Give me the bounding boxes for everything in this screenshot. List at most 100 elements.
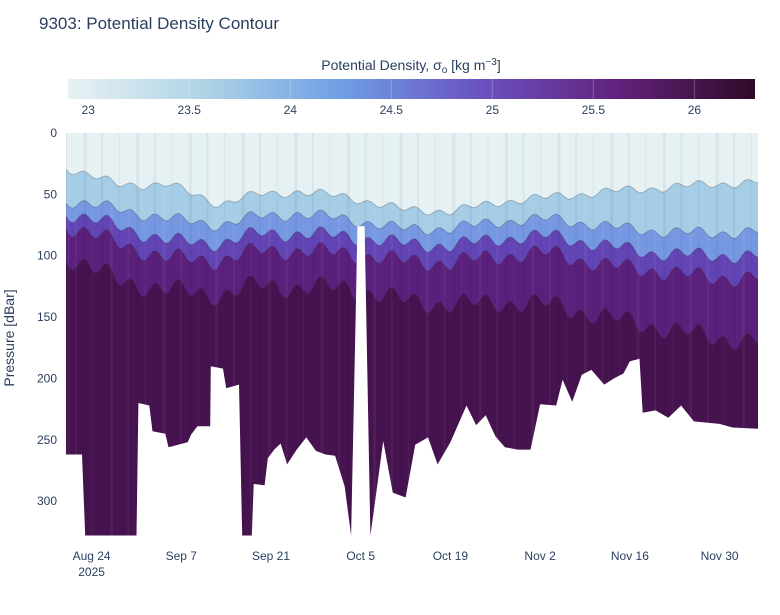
profile-streak <box>698 133 699 538</box>
profile-streak <box>118 133 120 538</box>
x-tick-year-label: 2025 <box>78 565 105 579</box>
no-data-mask <box>66 226 759 540</box>
density-band <box>66 227 758 351</box>
profile-streak <box>145 133 146 538</box>
profile-streak <box>276 133 278 538</box>
x-axis-ticks: Aug 24 2025 Sep 7 Sep 21 Oct 5 Oct 19 Nov 2 Nov… <box>73 549 739 579</box>
y-tick-label: 150 <box>37 310 57 324</box>
density-band <box>66 169 758 239</box>
isopycnal-line <box>65 213 759 265</box>
profile-streak <box>171 133 173 538</box>
colorbar-tick-label: 23.5 <box>178 103 202 117</box>
y-tick-label: 100 <box>37 249 57 263</box>
profile-streak <box>689 133 693 538</box>
profile-streak <box>715 133 719 538</box>
colorbar-tick-label: 25 <box>486 103 500 117</box>
profile-streak <box>338 133 341 538</box>
x-tick-label: Oct 5 <box>346 549 375 563</box>
colorbar-tick-label: 23 <box>82 103 96 117</box>
profile-streak <box>346 133 350 538</box>
colorbar-tick-label: 24 <box>284 103 298 117</box>
x-tick-label: Nov 16 <box>611 549 649 563</box>
profile-streak <box>294 133 298 538</box>
profile-streak <box>285 133 288 538</box>
profile-streak <box>724 133 726 538</box>
profile-streak <box>303 133 304 538</box>
x-tick-label: Nov 30 <box>701 549 739 563</box>
profile-streak <box>215 133 219 538</box>
colorbar-title: Potential Density, σo [kg m−3] <box>321 57 500 76</box>
y-axis-ticks: 0 50 100 150 200 250 300 <box>37 126 57 508</box>
profile-streak <box>619 133 620 538</box>
y-tick-label: 50 <box>44 187 58 201</box>
profile-streak <box>74 133 77 538</box>
contour-lines <box>65 169 759 351</box>
profile-streak <box>259 133 262 538</box>
profile-streak <box>522 133 525 538</box>
profile-streak <box>496 133 499 538</box>
profile-streak <box>373 133 377 538</box>
profile-streak <box>575 133 578 538</box>
colorbar-ticks: 23 23.5 24 24.5 25 25.5 26 <box>82 79 702 117</box>
profile-streak <box>101 133 104 538</box>
profile-streak <box>224 133 225 538</box>
profile-streak <box>461 133 462 538</box>
profile-streak <box>627 133 630 538</box>
y-tick-label: 0 <box>50 126 57 140</box>
profile-streak <box>531 133 535 538</box>
profile-streak <box>636 133 640 538</box>
profile-streak <box>478 133 482 538</box>
y-tick-label: 300 <box>37 494 57 508</box>
profile-streak <box>662 133 666 538</box>
profile-streak <box>109 133 113 538</box>
profile-streak <box>320 133 324 538</box>
density-band <box>66 200 758 264</box>
profile-streak <box>733 133 736 538</box>
profile-streak <box>241 133 245 538</box>
chart-title: 9303: Potential Density Contour <box>39 14 279 33</box>
y-tick-label: 200 <box>37 372 57 386</box>
profile-streak <box>67 133 70 538</box>
profile-streak <box>83 133 87 538</box>
profile-streak <box>750 133 752 538</box>
profile-streak <box>250 133 252 538</box>
profile-streak <box>399 133 403 538</box>
colorbar-tick-label: 24.5 <box>380 103 404 117</box>
density-band <box>66 214 758 288</box>
profile-streak <box>92 133 94 538</box>
profile-streak <box>417 133 420 538</box>
profile-streak <box>425 133 429 538</box>
x-tick-label: Sep 7 <box>166 549 198 563</box>
profile-streak <box>548 133 551 538</box>
profile-streak <box>566 133 568 538</box>
profile-streak <box>741 133 745 538</box>
profile-streak <box>706 133 709 538</box>
density-band <box>66 133 758 216</box>
profile-streak <box>610 133 614 538</box>
colorbar-tick-label: 26 <box>688 103 702 117</box>
profile-streak <box>311 133 314 538</box>
profile-streak <box>583 133 587 538</box>
profile-streak <box>443 133 446 538</box>
profile-streak <box>452 133 456 538</box>
profile-streak <box>645 133 647 538</box>
profile-streak <box>540 133 541 538</box>
isopycnal-line <box>65 200 759 240</box>
y-tick-label: 250 <box>37 433 57 447</box>
profile-streak <box>136 133 140 538</box>
profile-streak <box>267 133 271 538</box>
profile-streak <box>162 133 166 538</box>
plot-area <box>65 133 759 540</box>
x-tick-label: Sep 21 <box>252 549 290 563</box>
profile-streak <box>434 133 436 538</box>
y-axis-title: Pressure [dBar] <box>1 289 17 386</box>
profile-streak <box>408 133 410 538</box>
profile-streak <box>329 133 331 538</box>
colorbar-tick-label: 25.5 <box>582 103 606 117</box>
profile-streak <box>671 133 673 538</box>
profile-streak <box>601 133 604 538</box>
profile-streak <box>513 133 515 538</box>
profile-streak <box>557 133 561 538</box>
profile-streak <box>197 133 199 538</box>
